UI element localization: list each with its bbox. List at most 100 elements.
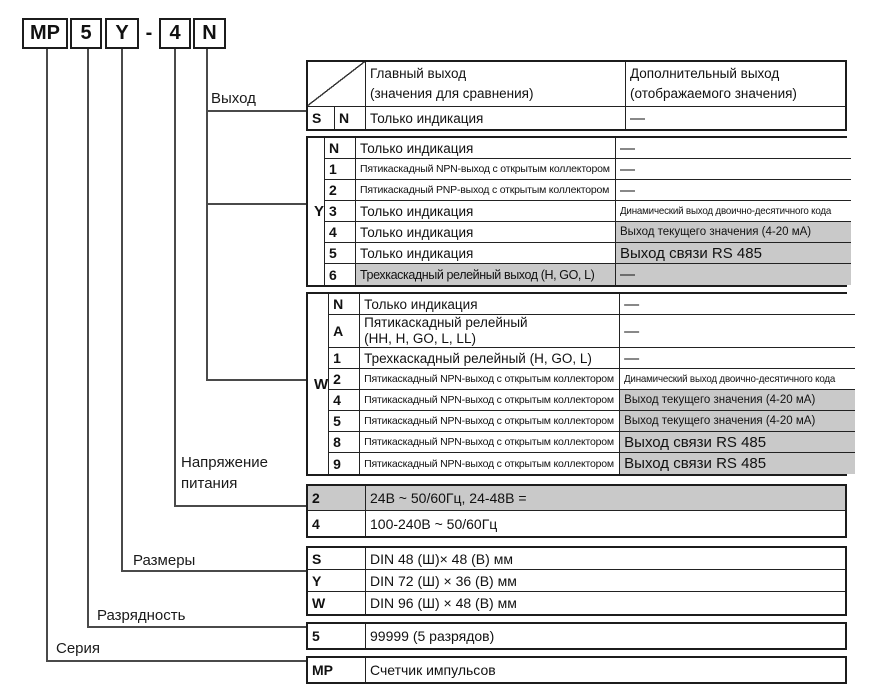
model-code-separator: - [145,22,153,44]
table-row: 8 Пятикаскадный NPN-выход с открытым кол… [329,432,856,453]
power-desc-cell: 100-240В ~ 50/60Гц [366,511,845,536]
table-row: 4 100-240В ~ 50/60Гц [308,511,845,536]
main-output-cell: Пятикаскадный NPN-выход с открытым колле… [360,411,621,431]
additional-output-cell: — [626,107,845,129]
size-table: S DIN 48 (Ш)× 48 (В) мм Y DIN 72 (Ш) × 3… [306,546,847,616]
table-row: Y DIN 72 (Ш) × 36 (В) мм [308,570,845,592]
power-supply-table: 2 24В ~ 50/60Гц, 24-48В = 4 100-240В ~ 5… [306,484,847,538]
header-additional-output: Дополнительный выход (отображаемого знач… [626,62,845,106]
sn-output-table: Главный выход (значения для сравнения) Д… [306,60,847,131]
output-code-cell: 8 [329,432,361,452]
output-code-cell: 5 [325,243,357,263]
connector-size-vertical [121,49,123,572]
table-row: 5 Только индикация Выход связи RS 485 [325,243,852,264]
connector-power-vertical [174,49,176,507]
table-row: 4 Только индикация Выход текущего значен… [325,222,852,243]
additional-output-cell: Динамический выход двоично-десятичного к… [620,369,856,389]
connector-digits-vertical [87,49,89,628]
table-row: 9 Пятикаскадный NPN-выход с открытым кол… [329,453,856,474]
connector-series-horizontal [46,660,306,662]
table-row: MP Счетчик импульсов [308,658,845,682]
label-digits: Разрядность [97,607,186,624]
group-code-w: W [308,294,330,474]
output-code-cell: 4 [325,222,357,242]
power-desc-cell: 24В ~ 50/60Гц, 24-48В = [366,486,845,510]
power-code-cell: 2 [308,486,366,510]
model-box-power: 4 [159,18,191,49]
additional-output-cell: — [616,138,852,158]
model-box-digits: 5 [70,18,102,49]
size-code-cell: W [308,592,366,614]
output-code-cell: N [325,138,357,158]
size-desc-cell: DIN 48 (Ш)× 48 (В) мм [366,548,845,569]
main-output-cell: Только индикация [366,107,626,129]
series-table: MP Счетчик импульсов [306,656,847,684]
main-output-cell: Только индикация [356,222,617,242]
main-output-cell: Только индикация [356,201,617,221]
size-code-cell: Y [308,570,366,591]
digits-table: 5 99999 (5 разрядов) [306,622,847,650]
output-code-cell: A [329,315,361,347]
table-row: N Только индикация — [329,294,856,315]
additional-output-cell: Выход текущего значения (4-20 мА) [620,411,856,431]
output-code-cell: 2 [329,369,361,389]
output-code-cell: 5 [329,411,361,431]
y-output-table: Y N Только индикация — 1 Пятикаскадный N… [306,136,852,287]
main-output-cell: Трехкаскадный релейный (H, GO, L) [360,348,621,368]
table-row: 1 Трехкаскадный релейный (H, GO, L) — [329,348,856,369]
connector-power-horizontal [174,505,306,507]
main-output-cell: Только индикация [356,138,617,158]
main-output-cell: Пятикаскадный NPN-выход с открытым колле… [360,390,621,410]
additional-output-cell: Выход текущего значения (4-20 мА) [616,222,852,242]
additional-output-text: Динамический выход двоично-десятичного к… [624,373,836,385]
output-code-cell: N [329,294,361,314]
sn-table-header-row: Главный выход (значения для сравнения) Д… [308,62,845,107]
connector-series-vertical [46,49,48,662]
header-main-output: Главный выход (значения для сравнения) [366,62,626,106]
diagonal-header-cell [308,62,366,106]
main-output-cell: Пятикаскадный NPN-выход с открытым колле… [360,369,621,389]
table-row: 2 24В ~ 50/60Гц, 24-48В = [308,486,845,511]
additional-output-text: Динамический выход двоично-десятичного к… [620,205,832,217]
size-code-cell: S [308,107,335,129]
additional-output-cell: Динамический выход двоично-десятичного к… [616,201,852,221]
main-output-cell: Только индикация [360,294,621,314]
digits-code-cell: 5 [308,624,366,648]
output-code-cell: 4 [329,390,361,410]
table-row: S DIN 48 (Ш)× 48 (В) мм [308,548,845,570]
size-code-cell: S [308,548,366,569]
w-output-table: W N Только индикация — A Пятикаскадный р… [306,292,856,476]
power-code-cell: 4 [308,511,366,536]
main-output-cell: Пятикаскадный NPN-выход с открытым колле… [360,453,621,474]
connector-output-branch-w [206,379,306,381]
output-code-cell: 9 [329,453,361,474]
output-code-cell: N [335,107,366,129]
output-code-cell: 2 [325,180,357,200]
main-output-cell: Пятикаскадный релейный (HH, H, GO, L, LL… [360,315,621,347]
additional-output-cell: Выход связи RS 485 [616,243,852,263]
model-box-output: N [193,18,226,49]
main-output-cell: Трехкаскадный релейный выход (H, GO, L) [356,264,617,285]
table-row: W DIN 96 (Ш) × 48 (В) мм [308,592,845,614]
additional-output-cell: Выход текущего значения (4-20 мА) [620,390,856,410]
label-series: Серия [56,640,101,657]
digits-desc-cell: 99999 (5 разрядов) [366,624,845,648]
table-row: N Только индикация — [325,138,852,159]
table-row: 2 Пятикаскадный PNP-выход с открытым кол… [325,180,852,201]
sn-table-row: S N Только индикация — [308,107,845,129]
connector-output-vertical [206,49,208,381]
output-code-cell: 6 [325,264,357,285]
additional-output-cell: Выход связи RS 485 [620,432,856,452]
series-code-cell: MP [308,658,366,682]
additional-output-cell: — [620,348,856,368]
output-code-cell: 1 [325,159,357,179]
connector-digits-horizontal [87,626,306,628]
series-desc-cell: Счетчик импульсов [366,658,845,682]
additional-output-cell: Выход связи RS 485 [620,453,856,474]
main-output-cell: Пятикаскадный PNP-выход с открытым колле… [356,180,617,200]
table-row: 6 Трехкаскадный релейный выход (H, GO, L… [325,264,852,285]
table-row: 4 Пятикаскадный NPN-выход с открытым кол… [329,390,856,411]
size-desc-cell: DIN 96 (Ш) × 48 (В) мм [366,592,845,614]
table-row: A Пятикаскадный релейный (HH, H, GO, L, … [329,315,856,348]
